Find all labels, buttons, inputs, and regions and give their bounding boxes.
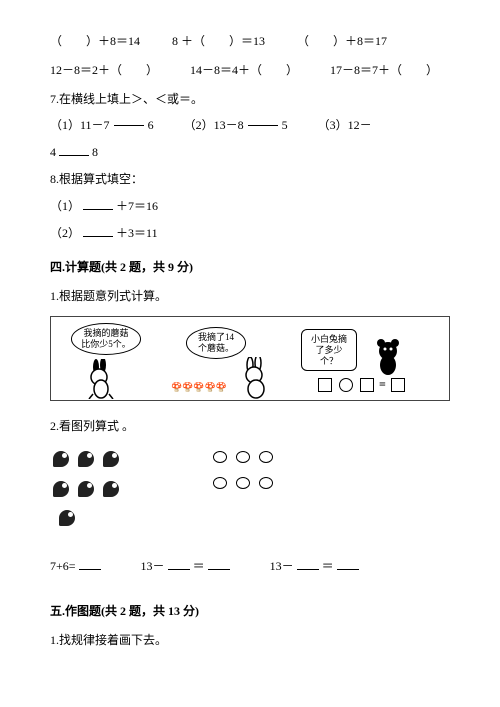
dot-illustration-row — [50, 448, 450, 537]
eq: （ ）＋8＝14 — [50, 30, 140, 53]
s4-q2: 2.看图列算式 。 — [50, 415, 450, 438]
fill-blank[interactable] — [208, 558, 230, 570]
tadpole-icon — [78, 451, 94, 467]
speech-bubble-3: 小白兔摘 了多少个？ — [301, 329, 357, 371]
q7-part: 4 — [50, 145, 56, 159]
speech-bubble-1: 我摘的蘑菇 比你少5个。 — [71, 323, 141, 355]
bubble-text: 我摘了14 — [195, 332, 237, 343]
fill-blank[interactable] — [114, 114, 144, 126]
tadpole-icon — [78, 481, 94, 497]
tadpole-icon — [59, 510, 75, 526]
fill-blank[interactable] — [248, 114, 278, 126]
fill-blank[interactable] — [337, 558, 359, 570]
q7-part: （2）13－8 — [184, 114, 244, 137]
eq-part: 7+6= — [50, 555, 101, 578]
eq-text: 7+6= — [50, 559, 76, 573]
equation-row-1: （ ）＋8＝14 8 ＋（ ）＝13 （ ）＋8＝17 — [50, 30, 450, 53]
q8-item-2: （2） ＋3＝11 — [50, 222, 450, 245]
spacer — [158, 114, 180, 137]
fill-blank[interactable] — [297, 558, 319, 570]
dot-group-left — [50, 448, 160, 537]
q8-item-1: （1） ＋7＝16 — [50, 195, 450, 218]
q8-tail: ＋7＝16 — [116, 199, 158, 213]
dot-group-right — [210, 448, 320, 537]
q7-items: （1）11－7 6 （2）13－8 5 （3）12－ — [50, 114, 450, 137]
spacer — [292, 114, 314, 137]
illustration-panel: 我摘的蘑菇 比你少5个。 我摘了14 个蘑菇。 小白兔摘 了多少个？ = — [50, 316, 450, 401]
eq: 14－8＝4＋（ ） — [190, 59, 298, 82]
bubble-text: 小白兔摘 — [310, 334, 348, 345]
section-4-heading: 四.计算题(共 2 题，共 9 分) — [50, 256, 450, 279]
equals-sign: = — [379, 377, 386, 391]
q7-part: 6 — [148, 114, 154, 137]
leaf-icon — [236, 451, 250, 463]
eq-text: ＝ — [322, 559, 334, 573]
fill-blank[interactable] — [83, 198, 113, 210]
q8-tail: ＋3＝11 — [116, 226, 158, 240]
tadpole-icon — [53, 481, 69, 497]
q8-title: 8.根据算式填空： — [50, 168, 450, 191]
q7-part: 8 — [92, 145, 98, 159]
leaf-icon — [259, 477, 273, 489]
fill-blank[interactable] — [83, 225, 113, 237]
rabbit-icon — [81, 359, 121, 399]
leaf-icon — [213, 477, 227, 489]
bubble-text: 了多少个？ — [310, 345, 348, 367]
eq: 8 ＋（ ）＝13 — [172, 30, 265, 53]
q7-part: （1）11－7 — [50, 114, 110, 137]
eq-text: 13－ — [141, 559, 165, 573]
answer-box[interactable] — [318, 378, 332, 392]
section-5-heading: 五.作图题(共 2 题，共 13 分) — [50, 600, 450, 623]
eq: 12－8＝2＋（ ） — [50, 59, 158, 82]
speech-bubble-2: 我摘了14 个蘑菇。 — [186, 327, 246, 359]
eq-text: ＝ — [193, 559, 205, 573]
fill-blank[interactable] — [168, 558, 190, 570]
equation-bottom-row: 7+6= 13－ ＝ 13－ ＝ — [50, 555, 450, 578]
eq: （ ）＋8＝17 — [297, 30, 387, 53]
q7-title: 7.在横线上填上＞、＜或＝。 — [50, 88, 450, 111]
s4-q1: 1.根据题意列式计算。 — [50, 285, 450, 308]
rabbit-icon — [236, 357, 276, 399]
equation-row-2: 12－8＝2＋（ ） 14－8＝4＋（ ） 17－8＝7＋（ ） — [50, 59, 450, 82]
q8-label: （2） — [50, 226, 80, 240]
q7-items-cont: 4 8 — [50, 141, 450, 164]
bubble-text: 比你少5个。 — [80, 339, 132, 350]
leaf-icon — [236, 477, 250, 489]
s5-q1: 1.找规律接着画下去。 — [50, 629, 450, 652]
bear-icon — [371, 335, 405, 375]
q8-label: （1） — [50, 199, 80, 213]
eq: 17－8＝7＋（ ） — [330, 59, 438, 82]
q7-part: （3）12－ — [318, 114, 372, 137]
leaf-icon — [213, 451, 227, 463]
tadpole-icon — [53, 451, 69, 467]
answer-box[interactable] — [391, 378, 405, 392]
answer-box[interactable] — [360, 378, 374, 392]
leaf-icon — [259, 451, 273, 463]
eq-part: 13－ ＝ — [270, 555, 359, 578]
operator-circle[interactable] — [339, 378, 353, 392]
fill-blank[interactable] — [59, 144, 89, 156]
bubble-text: 个蘑菇。 — [195, 343, 237, 354]
fill-blank[interactable] — [79, 558, 101, 570]
q7-part: 5 — [282, 114, 288, 137]
equation-boxes: = — [316, 373, 407, 396]
bubble-text: 我摘的蘑菇 — [80, 328, 132, 339]
eq-text: 13－ — [270, 559, 294, 573]
tadpole-icon — [103, 481, 119, 497]
mushroom-icons: 🍄🍄🍄🍄🍄 — [171, 379, 227, 396]
eq-part: 13－ ＝ — [141, 555, 230, 578]
tadpole-icon — [103, 451, 119, 467]
